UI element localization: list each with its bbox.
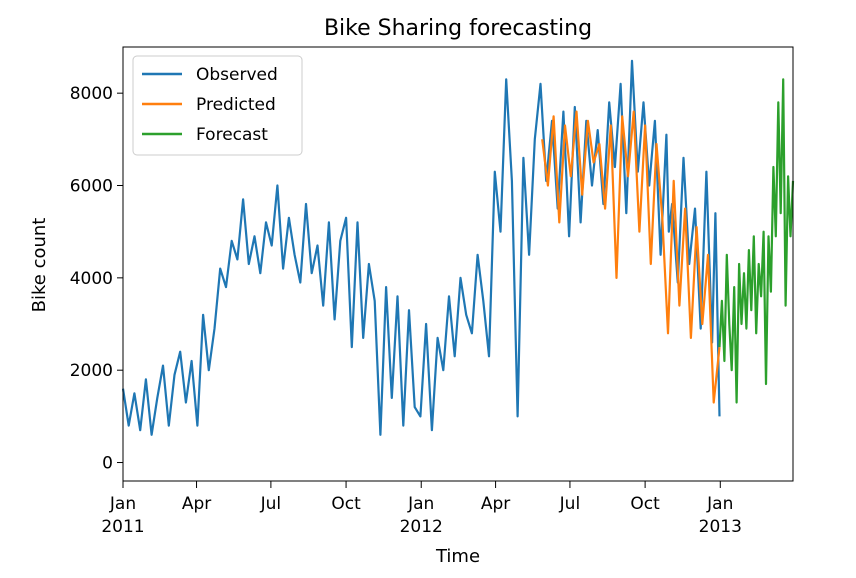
x-tick-label: Oct: [331, 494, 361, 514]
legend-label-observed: Observed: [196, 65, 278, 85]
y-tick-label: 4000: [70, 269, 113, 289]
x-tick-label: Jul: [260, 494, 282, 514]
x-tick-label: Jan: [109, 494, 136, 514]
y-tick-label: 6000: [70, 177, 113, 197]
y-axis-label: Bike count: [29, 218, 50, 313]
legend-box: [132, 55, 303, 156]
x-tick-label: Jan: [706, 494, 733, 514]
legend-label-predicted: Predicted: [196, 95, 276, 115]
x-tick-year-label: 2013: [699, 517, 742, 537]
legend: Observed Predicted Forecast: [132, 55, 303, 156]
x-tick-label: Apr: [481, 494, 510, 514]
series-layer: [121, 59, 795, 436]
y-tick-label: 2000: [70, 361, 113, 381]
y-tick-label: 0: [102, 454, 113, 474]
x-axis-ticks: Jan 2011 Apr Jul Oct Jan 2012 Apr Jul Oct Jan 2013: [101, 481, 742, 537]
series-line-predicted: [541, 110, 721, 404]
plot-frame: [122, 46, 794, 482]
x-tick-label: Oct: [630, 494, 660, 514]
x-tick-label: Jul: [559, 494, 581, 514]
x-axis-label: Time: [435, 546, 480, 567]
chart-title: Bike Sharing forecasting: [324, 16, 592, 41]
x-tick-label: Apr: [182, 494, 211, 514]
x-tick-year-label: 2011: [101, 517, 144, 537]
y-axis-ticks: 0 2000 4000 6000 8000: [70, 84, 123, 474]
y-tick-label: 8000: [70, 84, 113, 104]
series-line-forecast: [718, 78, 795, 404]
x-tick-year-label: 2012: [400, 517, 443, 537]
x-tick-label: Jan: [407, 494, 434, 514]
legend-label-forecast: Forecast: [196, 125, 268, 145]
